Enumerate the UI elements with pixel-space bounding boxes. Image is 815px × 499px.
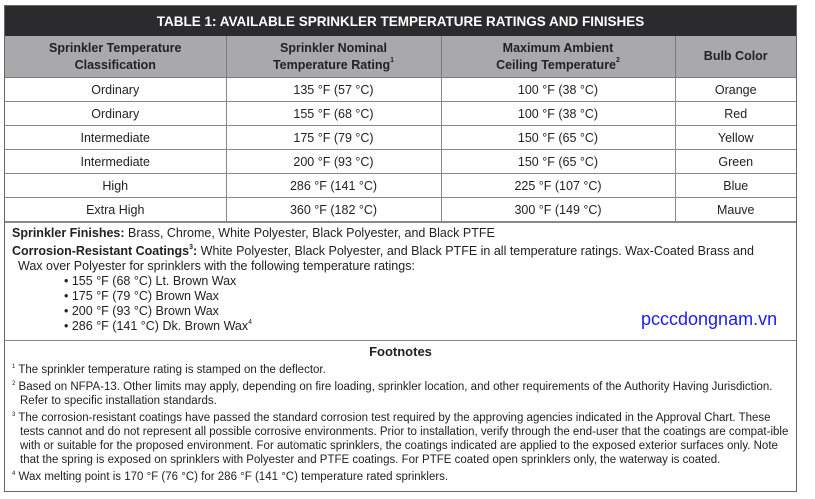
table-title: TABLE 1: AVAILABLE SPRINKLER TEMPERATURE… [5,6,796,36]
footnote: 2 Based on NFPA-13. Other limits may app… [12,381,773,407]
table-cell: Ordinary [5,101,227,126]
footnote: 1 The sprinkler temperature rating is st… [12,364,326,376]
table-cell: 100 °F (38 °C) [440,77,676,102]
sprinkler-table: TABLE 1: AVAILABLE SPRINKLER TEMPERATURE… [4,5,797,492]
table-row: Ordinary 155 °F (68 °C) 100 °F (38 °C) Red [5,101,796,126]
table-cell: High [5,173,227,198]
table-cell: 135 °F (57 °C) [225,77,442,102]
column-header: Maximum Ambient Ceiling Temperature2 [440,36,676,78]
table-cell: 175 °F (79 °C) [225,125,442,150]
table-cell: 155 °F (68 °C) [225,101,442,126]
table-row: Ordinary 135 °F (57 °C) 100 °F (38 °C) Oran… [5,77,796,102]
table-cell: 286 °F (141 °C) [225,173,442,198]
coatings-line: Corrosion-Resistant Coatings3: White Pol… [12,244,754,258]
finishes-line: Sprinkler Finishes: Brass, Chrome, White… [12,226,495,240]
table-cell: 300 °F (149 °C) [440,197,676,222]
list-item: • 200 °F (93 °C) Brown Wax [64,304,219,318]
column-header: Sprinkler Temperature Classification [5,36,227,78]
table-cell: 360 °F (182 °C) [225,197,442,222]
finishes-section: Sprinkler Finishes: Brass, Chrome, White… [5,222,796,340]
list-item: • 286 °F (141 °C) Dk. Brown Wax4 [64,319,253,333]
ratings-table: Sprinkler Temperature Classification Sprin… [5,36,796,222]
watermark: pcccdongnam.vn [641,309,778,329]
column-header: Bulb Color [674,36,796,78]
wax-bullet-list: • 155 °F (68 °C) Lt. Brown Wax • 175 °F (… [12,274,789,334]
table-row: High 286 °F (141 °C) 225 °F (107 °C) Blue [5,173,796,198]
table-row: Intermediate 200 °F (93 °C) 150 °F (65 °C)… [5,149,796,174]
table-cell: Intermediate [5,125,227,150]
table-cell: 150 °F (65 °C) [440,125,676,150]
table-cell: Intermediate [5,149,227,174]
coatings-continued: Wax over Polyester for sprinklers with t… [18,259,415,273]
table-cell: 100 °F (38 °C) [440,101,676,126]
table-cell: 225 °F (107 °C) [440,173,676,198]
list-item: • 175 °F (79 °C) Brown Wax [64,289,219,303]
list-item: • 155 °F (68 °C) Lt. Brown Wax [64,274,237,288]
footnote: 3 The corrosion-resistant coatings have … [12,412,789,466]
table-cell: Mauve [674,197,796,222]
table-cell: 150 °F (65 °C) [440,149,676,174]
table-cell: Ordinary [5,77,227,102]
table-cell: Green [674,149,796,174]
footnotes-section: Footnotes 1 The sprinkler temperature ra… [5,340,796,491]
footnotes-heading: Footnotes [369,344,432,359]
table-cell: Blue [674,173,796,198]
table-cell: Extra High [5,197,227,222]
table-cell: Yellow [674,125,796,150]
table-cell: Red [674,101,796,126]
table-row: Intermediate 175 °F (79 °C) 150 °F (65 °C)… [5,125,796,150]
column-header: Sprinkler Nominal Temperature Rating1 [225,36,442,78]
footnote: 4 Wax melting point is 170 °F (76 °C) fo… [12,471,449,483]
table-cell: 200 °F (93 °C) [225,149,442,174]
table-cell: Orange [674,77,796,102]
table-row: Extra High 360 °F (182 °C) 300 °F (149 °C)… [5,197,796,222]
